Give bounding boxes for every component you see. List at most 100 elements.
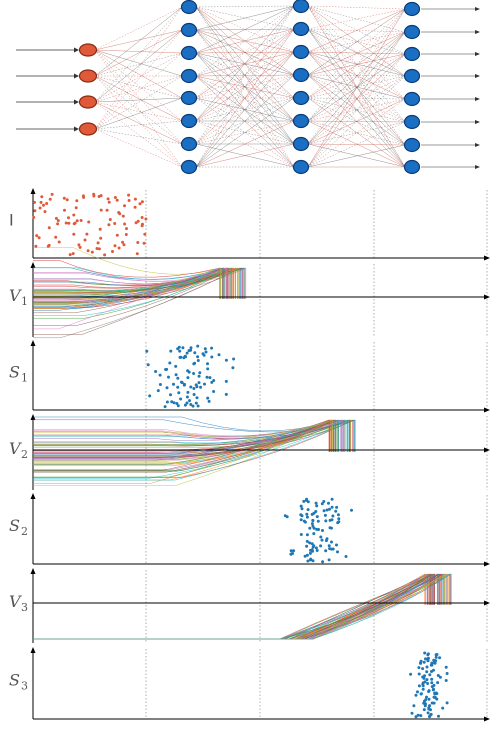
synapse-connection bbox=[307, 121, 406, 145]
spike-dot bbox=[305, 515, 309, 519]
membrane-voltage-trace bbox=[33, 419, 356, 452]
membrane-voltage-trace bbox=[33, 260, 221, 299]
x-axis-arrowhead bbox=[484, 561, 490, 567]
synapse-connection bbox=[94, 6, 183, 103]
spike-dot bbox=[124, 233, 128, 236]
membrane-voltage-trace bbox=[33, 267, 223, 303]
synapse-connection bbox=[307, 8, 406, 99]
spike-dot bbox=[217, 353, 221, 357]
membrane-voltage-trace bbox=[33, 573, 447, 640]
x-axis-arrowhead bbox=[484, 294, 490, 300]
synapse-connection bbox=[195, 5, 295, 145]
spike-dot bbox=[285, 515, 289, 519]
spike-dot bbox=[185, 401, 189, 405]
spike-dot bbox=[416, 690, 419, 694]
spike-dot bbox=[444, 665, 448, 669]
neuron-hidden-2 bbox=[292, 159, 310, 175]
spike-dot bbox=[426, 682, 430, 685]
y-axis-arrowhead bbox=[30, 568, 36, 574]
spike-dot bbox=[430, 661, 434, 665]
spike-dot bbox=[330, 505, 334, 509]
synapse-connection bbox=[195, 28, 295, 77]
spike-dot bbox=[331, 547, 335, 551]
panel-label-V3: V bbox=[9, 592, 22, 611]
neuron-hidden-1 bbox=[180, 45, 198, 61]
spike-dot bbox=[212, 390, 216, 393]
x-axis-arrowhead bbox=[484, 447, 490, 453]
synapse-connection bbox=[94, 75, 183, 130]
membrane-voltage-trace bbox=[33, 573, 452, 640]
spike-dot bbox=[422, 701, 426, 705]
neuron-output bbox=[403, 24, 421, 40]
synapse-connection bbox=[94, 49, 183, 99]
spike-dot bbox=[425, 695, 428, 699]
spike-dot bbox=[419, 659, 423, 663]
spike-dot bbox=[54, 235, 58, 239]
synapse-connection bbox=[94, 29, 183, 103]
spike-dot bbox=[81, 194, 85, 198]
synapse-connection bbox=[307, 5, 406, 168]
spike-dot bbox=[434, 653, 438, 657]
spike-dots bbox=[32, 192, 148, 257]
spike-dot bbox=[305, 512, 309, 516]
membrane-voltage-trace bbox=[33, 267, 232, 299]
neuron-hidden-2 bbox=[292, 113, 310, 129]
spike-dot bbox=[331, 514, 335, 518]
spike-dot bbox=[176, 385, 180, 389]
spike-dot bbox=[78, 245, 82, 249]
spike-dot bbox=[121, 240, 125, 244]
panel-label-subscript-V3: 3 bbox=[21, 601, 28, 614]
raster-and-voltage-panels: IV 1S 1V 2S 2V 3S 3 bbox=[9, 188, 490, 722]
spike-dot bbox=[50, 192, 54, 196]
synapse-connection bbox=[195, 120, 295, 168]
synapse-connection bbox=[307, 28, 406, 100]
spike-dot bbox=[140, 224, 144, 228]
spike-dot bbox=[289, 549, 293, 553]
spike-dot bbox=[299, 513, 303, 517]
synapse-connection bbox=[307, 28, 406, 77]
synapse-connection bbox=[307, 53, 406, 168]
synapse-connection bbox=[94, 49, 183, 145]
output-arrowhead bbox=[475, 165, 480, 169]
spike-dot bbox=[42, 203, 45, 207]
spike-dot bbox=[144, 217, 148, 221]
spike-dot bbox=[172, 401, 176, 405]
synapse-connection bbox=[195, 5, 295, 54]
spike-dot bbox=[425, 670, 429, 674]
spike-dot bbox=[421, 667, 425, 671]
spike-dot bbox=[179, 355, 183, 359]
spike-dot bbox=[35, 234, 39, 238]
spike-dot bbox=[430, 670, 433, 673]
spike-dot bbox=[206, 362, 209, 366]
spike-dot bbox=[315, 515, 319, 519]
spike-dot bbox=[85, 232, 89, 236]
spike-dot bbox=[47, 226, 51, 230]
synapse-connection bbox=[307, 53, 406, 145]
spike-dot bbox=[311, 559, 315, 563]
output-arrowhead bbox=[475, 97, 480, 101]
spike-dot bbox=[319, 535, 323, 539]
spike-dot bbox=[145, 349, 149, 353]
spike-dot bbox=[62, 196, 66, 200]
spike-dot bbox=[73, 221, 77, 225]
spike-dot bbox=[305, 497, 309, 501]
spike-dot bbox=[143, 232, 147, 236]
spike-dot bbox=[121, 214, 125, 218]
spike-dot bbox=[305, 533, 309, 537]
spike-dot bbox=[208, 376, 212, 380]
spike-dot bbox=[325, 508, 329, 512]
y-axis-arrowhead bbox=[30, 262, 36, 268]
synapse-connection bbox=[94, 49, 183, 54]
neuron-hidden-1 bbox=[180, 113, 198, 129]
spike-dot bbox=[96, 241, 100, 245]
neuron-hidden-1 bbox=[180, 90, 198, 106]
layer-input bbox=[78, 43, 98, 136]
synapse-connection bbox=[94, 6, 183, 130]
membrane-voltage-trace bbox=[33, 267, 236, 309]
spike-dot bbox=[207, 399, 211, 403]
spike-dot bbox=[204, 350, 208, 354]
spike-dot bbox=[57, 240, 61, 244]
spike-dot bbox=[135, 252, 139, 256]
output-arrowhead bbox=[475, 30, 480, 34]
spike-dot bbox=[177, 391, 181, 395]
